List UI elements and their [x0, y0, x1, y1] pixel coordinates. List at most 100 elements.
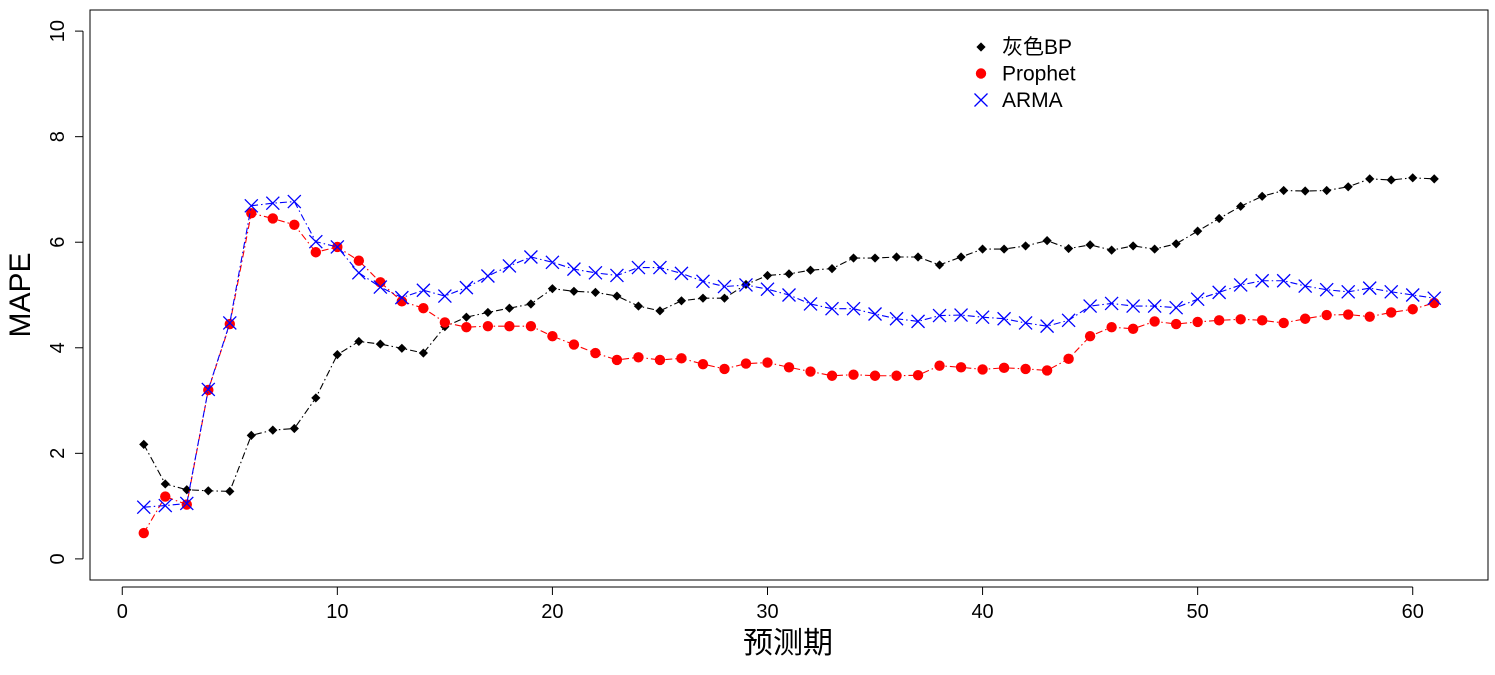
data-point [655, 306, 665, 316]
data-point [397, 343, 407, 353]
data-point [805, 265, 816, 275]
data-point [160, 491, 171, 502]
x-tick-label: 50 [1187, 601, 1209, 623]
data-point [547, 284, 558, 294]
data-point [525, 320, 537, 332]
data-point [1192, 316, 1203, 328]
data-point [1386, 307, 1397, 318]
data-point [934, 260, 945, 270]
data-point [311, 393, 321, 403]
series-line [143, 212, 1435, 534]
data-point [932, 308, 947, 323]
data-point [1147, 299, 1162, 314]
legend-marker [974, 93, 988, 107]
data-point [1299, 313, 1311, 324]
data-point [717, 279, 732, 294]
data-point [482, 320, 494, 332]
data-point [225, 486, 235, 496]
data-point [1214, 213, 1224, 224]
data-point [158, 498, 173, 513]
data-point [1169, 300, 1184, 315]
data-point [1343, 182, 1353, 192]
data-point [1343, 309, 1354, 320]
y-axis: 0 2 4 6 8 10 [47, 20, 84, 564]
data-point [568, 339, 580, 350]
legend-label: Prophet [1002, 63, 1076, 86]
data-point [891, 370, 902, 381]
data-point [1341, 284, 1356, 299]
data-point [1213, 315, 1225, 326]
data-point [1319, 282, 1334, 297]
data-point [762, 357, 773, 368]
plot-frame [89, 9, 1489, 581]
y-tick-label: 6 [47, 237, 69, 248]
data-point [588, 265, 603, 280]
data-point [1255, 273, 1270, 288]
y-tick-label: 4 [47, 342, 69, 353]
data-point [891, 252, 902, 262]
data-point [1212, 285, 1227, 300]
y-tick-label: 2 [47, 448, 69, 459]
data-point [332, 350, 342, 360]
data-point [459, 280, 474, 295]
data-point [244, 198, 259, 213]
data-point [869, 370, 881, 381]
data-point [1104, 296, 1119, 311]
data-point [480, 269, 495, 283]
data-point [999, 244, 1009, 254]
data-point [1427, 291, 1442, 306]
data-point [977, 244, 988, 254]
data-point [1256, 315, 1268, 326]
data-point [373, 280, 388, 295]
data-point [1170, 318, 1182, 330]
data-point [1235, 314, 1246, 325]
data-point [461, 312, 471, 322]
data-point [1063, 353, 1074, 365]
data-point [566, 262, 581, 277]
data-point [782, 288, 796, 302]
data-point [287, 194, 302, 209]
data-point [179, 496, 194, 511]
data-point [1429, 174, 1439, 184]
data-point [913, 252, 923, 262]
data-point [783, 362, 795, 373]
data-point [394, 290, 409, 305]
data-point [1042, 236, 1052, 246]
data-point [954, 308, 969, 323]
data-point [1405, 288, 1420, 302]
data-point [289, 423, 299, 434]
legend: 灰色BP Prophet ARMA [974, 36, 1076, 112]
data-point [719, 293, 730, 303]
data-point [760, 282, 775, 297]
legend-label: ARMA [1002, 89, 1063, 112]
x-tick-label: 20 [541, 601, 563, 623]
data-point [396, 296, 408, 307]
data-point [911, 314, 926, 329]
data-point [590, 347, 601, 359]
data-point [826, 370, 838, 381]
data-point [697, 358, 709, 370]
data-point [827, 264, 837, 274]
data-point [1276, 273, 1291, 288]
data-point [1128, 241, 1138, 251]
data-point [654, 354, 666, 366]
data-point [1364, 311, 1375, 322]
data-point [1041, 365, 1053, 376]
data-point [934, 360, 945, 371]
data-point [612, 291, 622, 301]
data-point [310, 247, 322, 258]
data-point [1365, 174, 1375, 184]
data-point [846, 301, 861, 316]
data-point [136, 500, 151, 515]
data-point [956, 252, 966, 262]
data-point [676, 296, 687, 306]
data-point [1171, 239, 1181, 249]
data-point [246, 430, 256, 440]
data-point [1020, 363, 1031, 375]
data-point [1408, 173, 1418, 183]
data-point [547, 330, 558, 342]
x-tick-label: 0 [117, 601, 128, 623]
data-point [975, 310, 990, 325]
series-layer [136, 173, 1442, 539]
